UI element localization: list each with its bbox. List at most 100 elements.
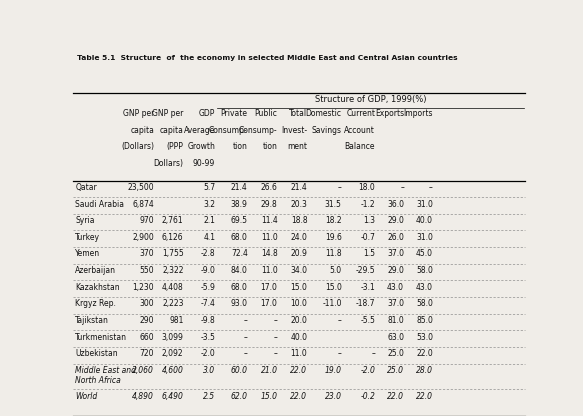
- Text: Imports: Imports: [403, 109, 433, 118]
- Text: 22.0: 22.0: [290, 366, 307, 375]
- Text: 11.4: 11.4: [261, 216, 278, 225]
- Text: 62.0: 62.0: [231, 392, 248, 401]
- Text: 38.9: 38.9: [231, 200, 248, 208]
- Text: –: –: [400, 183, 404, 192]
- Text: –: –: [273, 349, 278, 359]
- Text: 660: 660: [139, 333, 154, 342]
- Text: Dollars): Dollars): [153, 159, 184, 168]
- Text: 22.0: 22.0: [416, 392, 433, 401]
- Text: 2.1: 2.1: [203, 216, 215, 225]
- Text: Total: Total: [289, 109, 307, 118]
- Text: –: –: [273, 333, 278, 342]
- Text: 20.9: 20.9: [290, 250, 307, 258]
- Text: -1.2: -1.2: [360, 200, 375, 208]
- Text: 1,755: 1,755: [162, 250, 184, 258]
- Text: 2,060: 2,060: [132, 366, 154, 375]
- Text: 36.0: 36.0: [387, 200, 404, 208]
- Text: 25.0: 25.0: [387, 349, 404, 359]
- Text: 31.0: 31.0: [416, 233, 433, 242]
- Text: 90-99: 90-99: [193, 159, 215, 168]
- Text: 58.0: 58.0: [416, 266, 433, 275]
- Text: 1.3: 1.3: [363, 216, 375, 225]
- Text: –: –: [338, 183, 342, 192]
- Text: 85.0: 85.0: [416, 316, 433, 325]
- Text: Current: Current: [346, 109, 375, 118]
- Text: 3.0: 3.0: [203, 366, 215, 375]
- Text: 68.0: 68.0: [231, 233, 248, 242]
- Text: 31.5: 31.5: [325, 200, 342, 208]
- Text: Average: Average: [184, 126, 215, 135]
- Text: 6,490: 6,490: [161, 392, 184, 401]
- Text: 17.0: 17.0: [261, 300, 278, 308]
- Text: -0.2: -0.2: [360, 392, 375, 401]
- Text: 21.4: 21.4: [231, 183, 248, 192]
- Text: –: –: [429, 183, 433, 192]
- Text: –: –: [273, 316, 278, 325]
- Text: Domestic: Domestic: [305, 109, 342, 118]
- Text: -9.0: -9.0: [201, 266, 215, 275]
- Text: -11.0: -11.0: [322, 300, 342, 308]
- Text: Consump-: Consump-: [209, 126, 248, 135]
- Text: –: –: [244, 316, 248, 325]
- Text: Account: Account: [345, 126, 375, 135]
- Text: 4,408: 4,408: [162, 283, 184, 292]
- Text: tion: tion: [263, 143, 278, 151]
- Text: Yemen: Yemen: [75, 250, 100, 258]
- Text: 20.3: 20.3: [290, 200, 307, 208]
- Text: (PPP: (PPP: [167, 143, 184, 151]
- Text: 24.0: 24.0: [290, 233, 307, 242]
- Text: 2,900: 2,900: [132, 233, 154, 242]
- Text: Azerbaijan: Azerbaijan: [75, 266, 116, 275]
- Text: 43.0: 43.0: [387, 283, 404, 292]
- Text: Saudi Arabia: Saudi Arabia: [75, 200, 124, 208]
- Text: 19.6: 19.6: [325, 233, 342, 242]
- Text: 18.2: 18.2: [325, 216, 342, 225]
- Text: Public: Public: [255, 109, 278, 118]
- Text: 720: 720: [140, 349, 154, 359]
- Text: -2.8: -2.8: [201, 250, 215, 258]
- Text: Krgyz Rep.: Krgyz Rep.: [75, 300, 116, 308]
- Text: 1.5: 1.5: [363, 250, 375, 258]
- Text: Uzbekistan: Uzbekistan: [75, 349, 118, 359]
- Text: GNP per: GNP per: [123, 109, 154, 118]
- Text: 3,099: 3,099: [161, 333, 184, 342]
- Text: -5.9: -5.9: [201, 283, 215, 292]
- Text: -18.7: -18.7: [356, 300, 375, 308]
- Text: Kazakhstan: Kazakhstan: [75, 283, 120, 292]
- Text: 37.0: 37.0: [387, 300, 404, 308]
- Text: Savings: Savings: [312, 126, 342, 135]
- Text: 43.0: 43.0: [416, 283, 433, 292]
- Text: Balance: Balance: [345, 143, 375, 151]
- Text: 5.0: 5.0: [329, 266, 342, 275]
- Text: Structure of GDP, 1999(%): Structure of GDP, 1999(%): [315, 95, 426, 104]
- Text: 22.0: 22.0: [290, 392, 307, 401]
- Text: –: –: [371, 349, 375, 359]
- Text: 58.0: 58.0: [416, 300, 433, 308]
- Text: 2,223: 2,223: [162, 300, 184, 308]
- Text: -3.5: -3.5: [201, 333, 215, 342]
- Text: 68.0: 68.0: [231, 283, 248, 292]
- Text: 2,322: 2,322: [162, 266, 184, 275]
- Text: Private: Private: [221, 109, 248, 118]
- Text: 40.0: 40.0: [416, 216, 433, 225]
- Text: 550: 550: [139, 266, 154, 275]
- Text: -9.8: -9.8: [201, 316, 215, 325]
- Text: 93.0: 93.0: [231, 300, 248, 308]
- Text: Table 5.1  Structure  of  the economy in selected Middle East and Central Asian : Table 5.1 Structure of the economy in se…: [78, 55, 458, 61]
- Text: –: –: [244, 349, 248, 359]
- Text: Consump-: Consump-: [239, 126, 278, 135]
- Text: 300: 300: [139, 300, 154, 308]
- Text: –: –: [338, 349, 342, 359]
- Text: 81.0: 81.0: [387, 316, 404, 325]
- Text: 29.8: 29.8: [261, 200, 278, 208]
- Text: 18.0: 18.0: [359, 183, 375, 192]
- Text: 22.0: 22.0: [416, 349, 433, 359]
- Text: –: –: [338, 316, 342, 325]
- Text: 370: 370: [139, 250, 154, 258]
- Text: Syria: Syria: [75, 216, 94, 225]
- Text: 11.0: 11.0: [261, 233, 278, 242]
- Text: Turkey: Turkey: [75, 233, 100, 242]
- Text: 21.4: 21.4: [290, 183, 307, 192]
- Text: ment: ment: [287, 143, 307, 151]
- Text: 69.5: 69.5: [231, 216, 248, 225]
